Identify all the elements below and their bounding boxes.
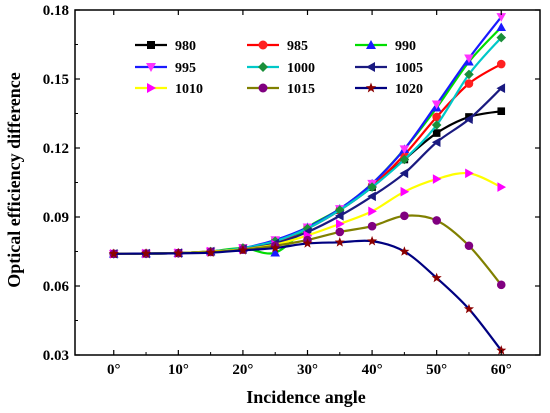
data-point — [335, 227, 345, 237]
data-point — [463, 303, 474, 314]
legend-item-1000: 1000 — [247, 61, 315, 76]
data-point — [270, 242, 281, 253]
data-point — [367, 221, 377, 231]
data-point — [302, 238, 313, 248]
legend-label: 1015 — [287, 82, 315, 97]
data-point — [496, 83, 506, 93]
data-point — [173, 248, 184, 258]
data-point — [367, 235, 378, 246]
legend-label: 1010 — [175, 82, 203, 97]
data-point — [270, 247, 281, 257]
y-tick-label: 0.18 — [43, 3, 69, 19]
data-point — [496, 13, 507, 22]
x-tick-label: 50° — [426, 362, 447, 378]
data-point — [431, 100, 442, 110]
data-point — [464, 54, 474, 64]
data-point — [367, 191, 376, 202]
data-point — [464, 69, 474, 80]
data-point — [258, 40, 268, 50]
data-point — [400, 186, 410, 197]
data-point — [432, 216, 441, 225]
data-point — [496, 59, 506, 69]
x-tick-label: 40° — [362, 362, 383, 378]
legend-label: 985 — [287, 39, 308, 54]
data-point — [496, 32, 507, 43]
data-point — [496, 280, 506, 290]
series-990 — [108, 22, 507, 258]
data-point — [141, 248, 152, 258]
legend-item-1015: 1015 — [247, 82, 315, 97]
data-point — [464, 114, 473, 125]
data-point — [465, 168, 474, 179]
data-point — [399, 145, 410, 154]
data-point — [432, 112, 441, 122]
data-point — [366, 40, 376, 49]
data-point — [334, 237, 345, 247]
legend-item-1005: 1005 — [355, 61, 423, 76]
data-point — [497, 107, 506, 115]
data-point — [365, 82, 377, 93]
y-tick-label: 0.06 — [43, 279, 70, 295]
data-point — [146, 63, 156, 72]
legend-label: 1000 — [287, 61, 315, 76]
data-point — [335, 219, 345, 229]
data-point — [334, 205, 345, 215]
x-tick-label: 20° — [232, 362, 253, 378]
legend-label: 995 — [175, 61, 196, 76]
series-line-1020 — [113, 239, 503, 352]
data-point — [237, 245, 248, 255]
x-axis-title: Incidence angle — [246, 387, 366, 407]
legend-label: 1020 — [395, 82, 423, 97]
legend-item-1020: 1020 — [355, 82, 423, 97]
legend: 980 985 990 995 1000 1005 1010 1015 1020 — [135, 39, 423, 97]
y-tick-label: 0.09 — [43, 210, 69, 226]
data-point — [432, 129, 441, 137]
data-point — [399, 246, 410, 256]
legend-item-995: 995 — [135, 61, 196, 76]
x-tick-label: 10° — [168, 362, 189, 378]
data-point — [366, 62, 375, 72]
y-axis-title: Optical efficiency difference — [4, 72, 24, 288]
data-point — [258, 83, 268, 93]
series-layer — [108, 13, 507, 355]
data-point — [399, 154, 410, 165]
legend-label: 1005 — [395, 61, 423, 76]
data-point — [147, 83, 156, 93]
axes-layer: 0° 10° 20° 30° 40° 50° 60° 0.03 0.06 0.09 0.12 0.15… — [43, 3, 541, 378]
data-point — [258, 62, 268, 72]
data-point — [368, 206, 377, 217]
data-point — [205, 247, 216, 257]
data-point — [464, 241, 474, 251]
data-point — [496, 345, 507, 355]
y-tick-label: 0.03 — [43, 348, 69, 364]
data-point — [497, 182, 507, 192]
x-tick-label: 60° — [491, 362, 512, 378]
data-point — [431, 272, 442, 283]
y-tick-label: 0.12 — [43, 141, 69, 157]
data-point — [334, 211, 344, 221]
legend-label: 980 — [175, 39, 196, 54]
legend-item-990: 990 — [355, 39, 416, 54]
data-point — [400, 211, 409, 221]
data-point — [147, 41, 155, 49]
series-1020 — [108, 235, 507, 355]
legend-item-980: 980 — [135, 39, 196, 54]
data-point — [367, 182, 377, 192]
x-tick-label: 0° — [107, 362, 121, 378]
data-point — [496, 22, 507, 32]
data-point — [399, 168, 409, 179]
data-point — [432, 174, 442, 184]
data-point — [431, 137, 441, 148]
x-tick-label: 30° — [297, 362, 318, 378]
legend-label: 990 — [395, 39, 416, 54]
data-point — [464, 79, 474, 88]
data-point — [108, 248, 119, 259]
legend-item-1010: 1010 — [135, 82, 203, 97]
legend-item-985: 985 — [247, 39, 308, 54]
y-tick-label: 0.15 — [43, 72, 69, 88]
data-point — [431, 120, 442, 130]
